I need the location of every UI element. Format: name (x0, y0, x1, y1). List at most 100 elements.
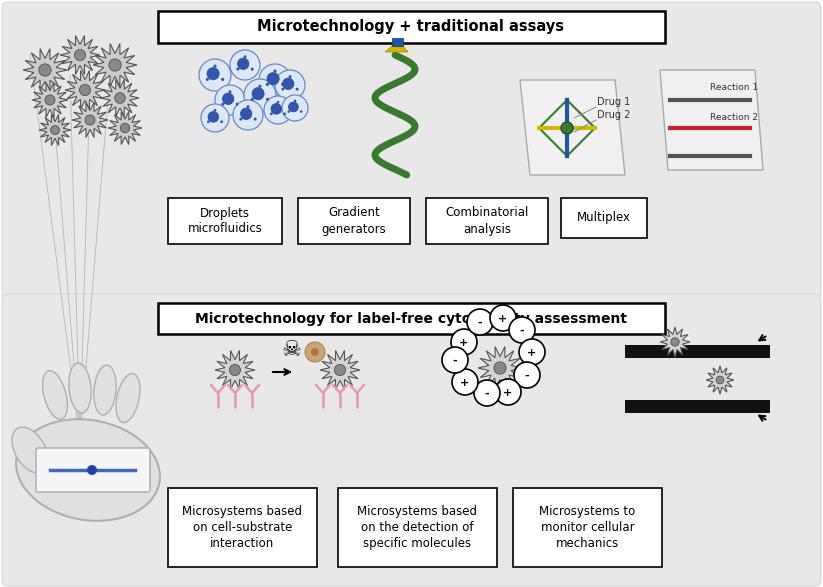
FancyBboxPatch shape (2, 294, 821, 586)
FancyBboxPatch shape (625, 400, 770, 413)
Circle shape (287, 110, 291, 113)
Circle shape (221, 78, 224, 81)
Circle shape (300, 110, 303, 113)
Polygon shape (215, 350, 255, 390)
Circle shape (281, 87, 285, 90)
Circle shape (74, 49, 86, 60)
Circle shape (207, 120, 210, 123)
Circle shape (238, 58, 249, 69)
Text: Microsystems based
on the detection of
specific molecules: Microsystems based on the detection of s… (357, 505, 477, 550)
Text: +: + (499, 313, 508, 323)
Circle shape (229, 90, 231, 93)
Circle shape (244, 79, 276, 111)
Text: +: + (504, 387, 513, 397)
Circle shape (467, 309, 493, 335)
FancyBboxPatch shape (338, 488, 497, 567)
Circle shape (277, 101, 279, 104)
Circle shape (716, 376, 724, 384)
Circle shape (233, 100, 263, 130)
Circle shape (120, 123, 130, 133)
Text: +: + (528, 348, 537, 357)
FancyBboxPatch shape (561, 198, 647, 238)
Circle shape (201, 104, 229, 132)
Ellipse shape (116, 373, 140, 423)
Circle shape (474, 380, 500, 406)
Circle shape (230, 365, 240, 376)
Circle shape (451, 329, 477, 355)
Ellipse shape (12, 427, 48, 473)
FancyBboxPatch shape (298, 198, 410, 244)
Circle shape (207, 68, 219, 80)
Polygon shape (60, 35, 100, 75)
FancyBboxPatch shape (513, 488, 662, 567)
Circle shape (273, 70, 277, 73)
Circle shape (45, 95, 55, 105)
Polygon shape (93, 43, 137, 86)
Ellipse shape (94, 365, 116, 415)
Circle shape (239, 117, 242, 120)
Circle shape (283, 113, 286, 115)
Circle shape (519, 339, 545, 365)
FancyBboxPatch shape (168, 198, 282, 244)
Circle shape (295, 87, 299, 90)
Text: Multiplex: Multiplex (577, 211, 631, 224)
Text: Drug 2: Drug 2 (597, 110, 630, 120)
FancyBboxPatch shape (168, 488, 317, 567)
Circle shape (222, 93, 234, 104)
Polygon shape (32, 82, 68, 117)
Circle shape (509, 317, 535, 343)
Circle shape (289, 102, 299, 112)
Circle shape (79, 85, 91, 96)
Text: -: - (453, 356, 458, 366)
Circle shape (85, 115, 95, 125)
Circle shape (251, 98, 254, 101)
Text: +: + (460, 377, 470, 387)
Circle shape (251, 68, 253, 70)
Polygon shape (101, 79, 139, 117)
Text: -: - (477, 318, 482, 328)
Text: -: - (525, 370, 529, 380)
Text: Reaction 1: Reaction 1 (710, 83, 758, 92)
Polygon shape (660, 327, 690, 357)
Text: Combinatorial
analysis: Combinatorial analysis (445, 207, 528, 235)
Circle shape (514, 362, 540, 388)
Circle shape (671, 338, 679, 346)
Polygon shape (108, 112, 142, 144)
Circle shape (264, 96, 292, 124)
Text: Microtechnology for label-free cytotoxicity assessment: Microtechnology for label-free cytotoxic… (195, 312, 627, 326)
Circle shape (87, 465, 97, 475)
Circle shape (50, 126, 59, 134)
Circle shape (221, 120, 223, 123)
Ellipse shape (16, 419, 160, 521)
Polygon shape (65, 70, 105, 110)
Polygon shape (392, 38, 403, 46)
Circle shape (230, 50, 260, 80)
Circle shape (235, 103, 239, 106)
Circle shape (253, 117, 257, 120)
Text: -: - (485, 389, 490, 399)
Polygon shape (320, 350, 360, 390)
Circle shape (311, 348, 319, 356)
Circle shape (266, 98, 269, 101)
Circle shape (213, 65, 216, 68)
Circle shape (452, 369, 478, 395)
Circle shape (289, 75, 291, 78)
Circle shape (109, 59, 121, 71)
Circle shape (208, 112, 219, 122)
Polygon shape (385, 46, 408, 52)
Circle shape (39, 64, 51, 76)
Circle shape (305, 342, 325, 362)
Polygon shape (660, 70, 763, 170)
Circle shape (199, 59, 231, 91)
Polygon shape (706, 366, 734, 394)
Text: +: + (459, 338, 468, 348)
Polygon shape (478, 346, 522, 389)
Circle shape (252, 87, 264, 100)
FancyBboxPatch shape (36, 448, 150, 492)
Circle shape (259, 64, 291, 96)
Circle shape (281, 83, 284, 86)
Text: -: - (519, 326, 524, 336)
Circle shape (236, 68, 239, 70)
FancyBboxPatch shape (426, 198, 548, 244)
Polygon shape (39, 114, 71, 146)
